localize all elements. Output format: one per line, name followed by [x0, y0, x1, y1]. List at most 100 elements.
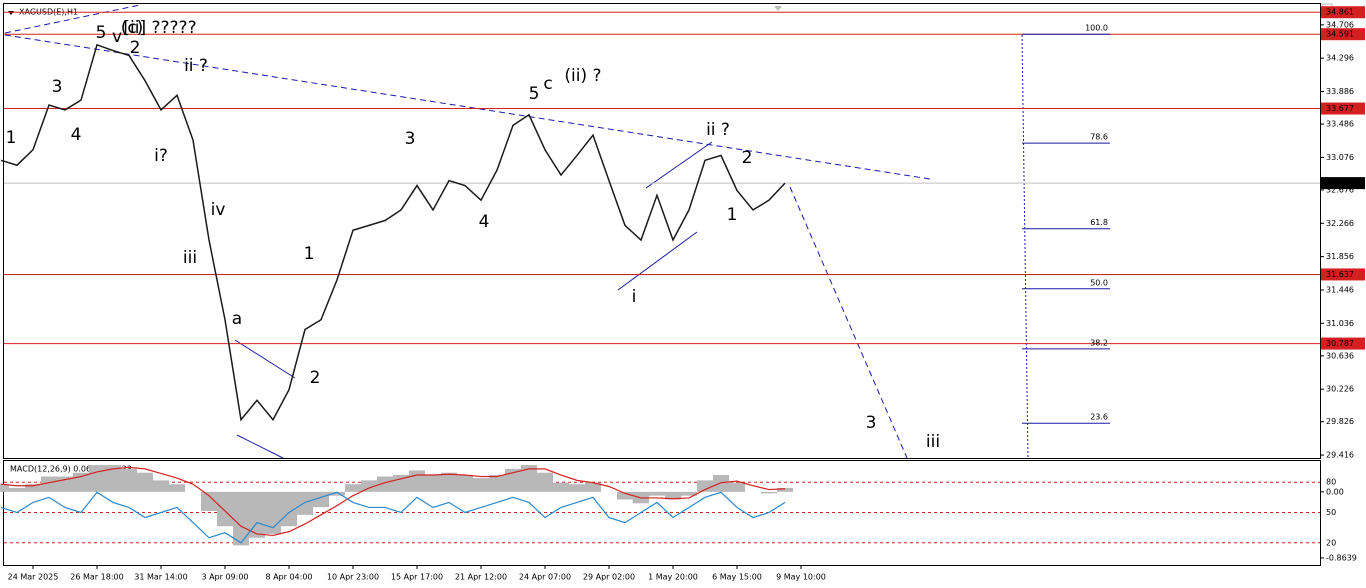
- macd-bar: [777, 488, 793, 492]
- macd-bar: [249, 491, 265, 538]
- macd-bar: [297, 491, 313, 515]
- wave-label: iii: [926, 432, 940, 452]
- macd-bar: [73, 472, 89, 492]
- x-tick-label: 26 Mar 18:00: [70, 573, 123, 582]
- macd-bar: [25, 484, 41, 492]
- macd-bar: [105, 465, 121, 492]
- macd-bar: [585, 482, 601, 492]
- y-tick-label: 33.486: [1326, 120, 1354, 129]
- fib-label: 38.2: [1090, 338, 1108, 347]
- macd-bar: [553, 482, 569, 492]
- macd-frame: [3, 460, 1321, 566]
- x-tick-label: 10 Apr 23:00: [327, 573, 379, 582]
- wave-label: c: [543, 74, 552, 94]
- y-tick-label: 33.076: [1326, 153, 1354, 162]
- macd-bar: [9, 488, 25, 492]
- macd-bar: [473, 478, 489, 492]
- oscillator-line: [0, 491, 786, 544]
- wave-label: 3: [405, 129, 416, 149]
- level-tag: [1321, 337, 1365, 350]
- y-tick-label: 32.266: [1326, 219, 1354, 228]
- y-tick-label: 32.676: [1326, 185, 1354, 194]
- channel-line: [617, 231, 698, 291]
- wave-label: iii: [183, 248, 197, 268]
- level-label: 34.861: [1326, 8, 1354, 17]
- level-tag: [1321, 268, 1365, 281]
- wave-label: 2: [742, 148, 753, 168]
- trend-line: [4, 34, 931, 180]
- wave-label: 4: [479, 212, 490, 232]
- macd-bar: [761, 491, 777, 494]
- macd-bar: [681, 491, 697, 496]
- y-tick-label: -0.8639: [1326, 553, 1357, 562]
- wave-label: i?: [154, 146, 168, 166]
- last-price-label: 32.760: [1326, 179, 1354, 188]
- y-tick-label: 29.826: [1326, 417, 1354, 426]
- price-frame: [3, 3, 1321, 459]
- macd-bar: [89, 465, 105, 492]
- channel-line: [645, 141, 713, 189]
- y-tick-label: 29.416: [1326, 451, 1354, 460]
- x-tick-label: 15 Apr 17:00: [391, 573, 443, 582]
- x-tick-label: 31 Mar 14:00: [134, 573, 187, 582]
- macd-bar: [697, 480, 713, 492]
- wave-label: 5: [529, 84, 540, 104]
- macd-title: MACD(12,26,9) 0.0646 0.0423: [10, 465, 132, 474]
- y-tick-label: 0.00: [1326, 487, 1344, 496]
- macd-bar: [729, 482, 745, 492]
- y-tick-label: 34.296: [1326, 54, 1354, 63]
- fib-label: 61.8: [1090, 218, 1108, 227]
- macd-bar: [233, 491, 249, 546]
- macd-bar: [441, 472, 457, 492]
- macd-bar: [281, 491, 297, 527]
- macd-bar: [361, 480, 377, 492]
- macd-bar: [169, 484, 185, 492]
- macd-bar: [713, 475, 729, 492]
- wave-label: ii ?: [184, 56, 208, 76]
- wedge-line: [236, 434, 284, 459]
- wave-label: v: [112, 27, 122, 47]
- y-tick-label: 34.706: [1326, 20, 1354, 29]
- wedge-line: [234, 339, 296, 379]
- shift-marker: [774, 6, 782, 11]
- macd-bar: [457, 475, 473, 492]
- x-tick-label: 1 May 20:00: [648, 573, 698, 582]
- fib-label: 100.0: [1085, 24, 1108, 33]
- wave-label: i: [632, 287, 637, 307]
- level-tag: [1321, 28, 1365, 41]
- wave-label: (ii) ?: [564, 66, 601, 86]
- wave-label: a: [232, 309, 242, 329]
- level-tag: [1321, 6, 1365, 19]
- y-tick-label: 30.226: [1326, 385, 1354, 394]
- macd-bar: [377, 476, 393, 492]
- level-label: 33.677: [1326, 104, 1354, 113]
- x-tick-label: 24 Apr 07:00: [519, 573, 571, 582]
- macd-bar: [345, 484, 361, 492]
- wave-label: 2: [130, 38, 141, 58]
- macd-bar: [137, 472, 153, 492]
- macd-bar: [41, 476, 57, 492]
- macd-bar: [425, 475, 441, 492]
- fib-vertical: [1021, 34, 1029, 459]
- drawings: [4, 4, 931, 459]
- macd-bar: [217, 491, 233, 527]
- level-tag: [1321, 102, 1365, 115]
- level-label: 30.787: [1326, 339, 1354, 348]
- wave-label: 3: [52, 77, 63, 97]
- macd-bar: [521, 465, 537, 492]
- wave-label: [ii] ?????: [123, 18, 196, 38]
- macd-bar: [569, 484, 585, 492]
- macd-bar: [409, 470, 425, 492]
- signal-line: [0, 466, 786, 537]
- wave-label: 1: [6, 128, 17, 148]
- macd-bar: [665, 491, 681, 500]
- y-tick-label: 31.036: [1326, 319, 1354, 328]
- macd-bar: [649, 491, 665, 496]
- fib-label: 50.0: [1090, 278, 1108, 287]
- wave-label: 5: [96, 23, 107, 43]
- macd-bar: [153, 480, 169, 492]
- macd-bar: [505, 468, 521, 492]
- price-line: [0, 43, 786, 422]
- projection-line: [789, 186, 908, 459]
